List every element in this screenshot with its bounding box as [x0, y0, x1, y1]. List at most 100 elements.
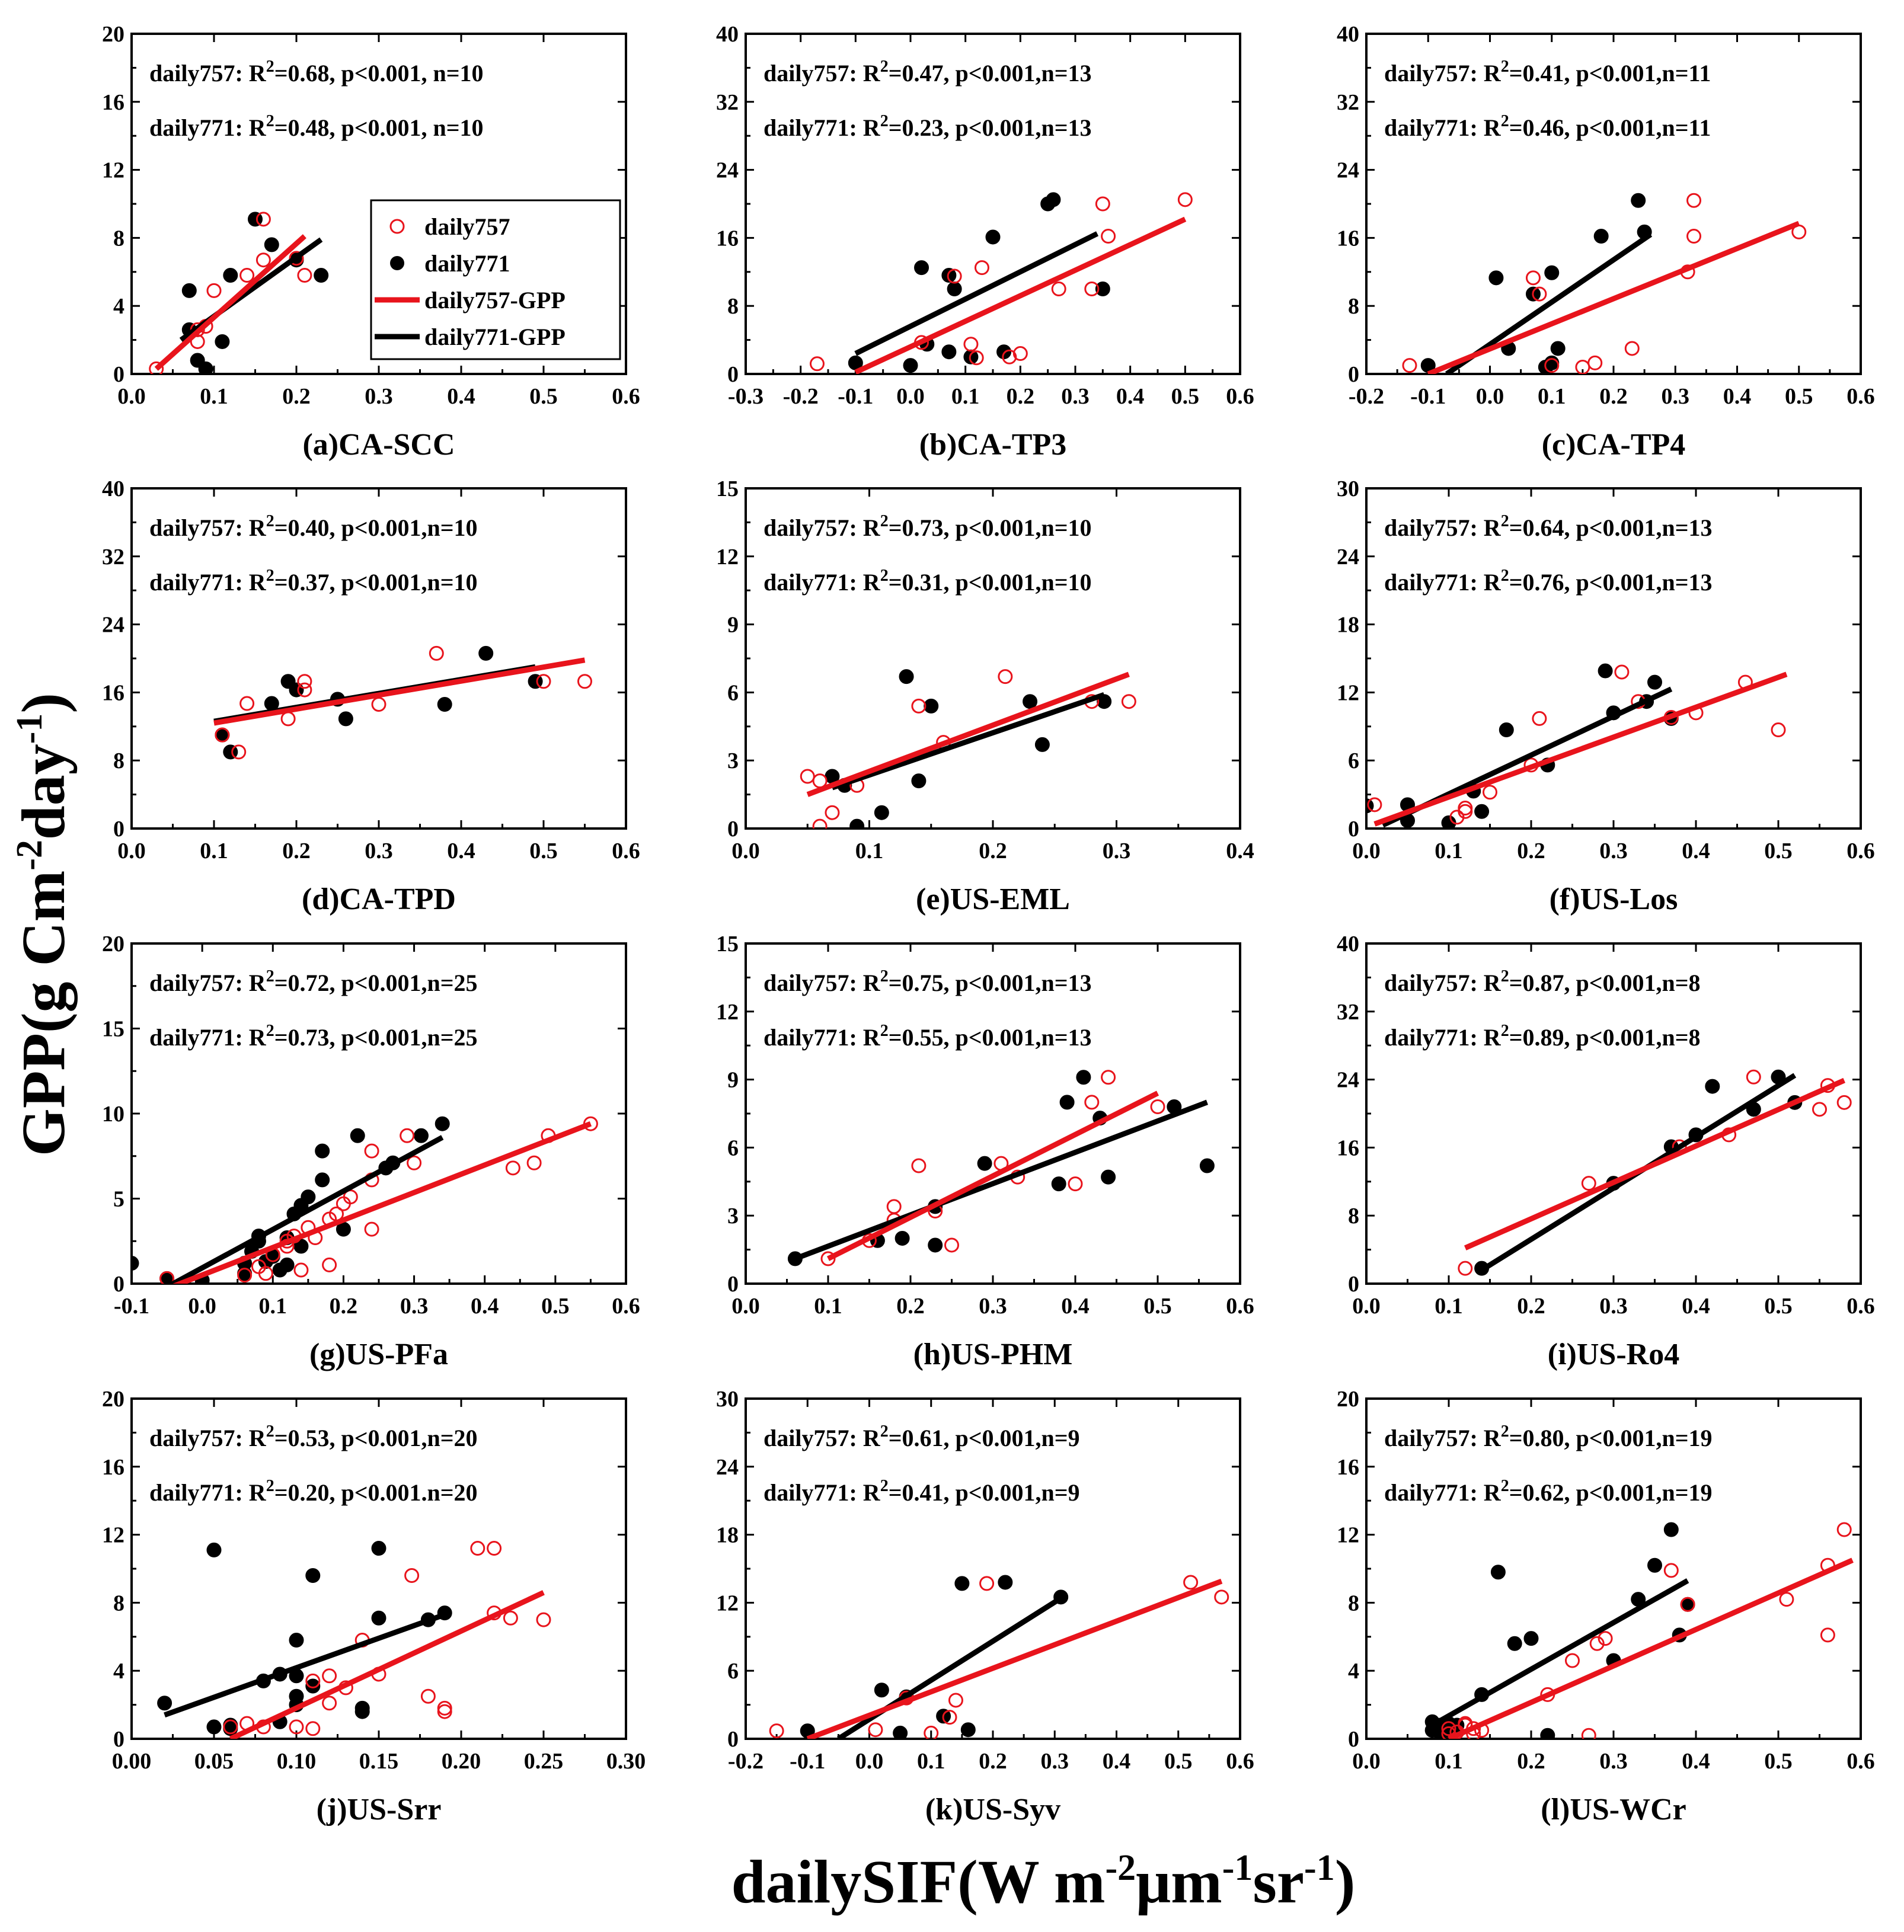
x-tick-label: 0.4: [447, 384, 475, 409]
x-tick-label: 0.1: [1435, 1294, 1463, 1319]
x-tick-label: 0.1: [1435, 839, 1463, 863]
y-tick-label: 24: [716, 1455, 739, 1480]
daily771-point: [1705, 1079, 1720, 1094]
stats-prefix: daily771: R: [763, 1024, 881, 1051]
stats-text: daily757: R2=0.87, p<0.001,n=8: [1384, 967, 1701, 996]
y-tick-label: 16: [1337, 226, 1359, 251]
x-tick-label: -0.1: [790, 1749, 825, 1774]
y-tick-label: 30: [716, 1387, 739, 1412]
daily757-fit-line: [854, 216, 1187, 374]
daily757-point: [1101, 1070, 1116, 1085]
daily771-point: [1199, 1158, 1215, 1173]
daily757-point: [1598, 1631, 1613, 1646]
daily757-point: [1686, 193, 1702, 208]
x-tick-label: 0.3: [1061, 384, 1090, 409]
stats-prefix: daily771: R: [149, 114, 267, 141]
stats-prefix: daily771: R: [1384, 1479, 1502, 1506]
y-tick-label: 8: [113, 226, 124, 251]
stats-superscript: 2: [880, 1477, 889, 1495]
daily771-point: [941, 344, 957, 360]
daily757-point: [1177, 192, 1193, 207]
stats-prefix: daily757: R: [149, 970, 267, 996]
daily757-point: [1101, 229, 1116, 244]
x-tick-label: 0.10: [277, 1749, 317, 1774]
stats-prefix: daily771: R: [1384, 569, 1502, 596]
panel-title: (i)US-Ro4: [1548, 1338, 1679, 1371]
y-tick-label: 8: [1348, 294, 1359, 319]
stats-suffix: =0.41, p<0.001,n=9: [889, 1479, 1080, 1506]
daily757-point: [1746, 1069, 1761, 1085]
y-tick-label: 0: [113, 817, 124, 842]
daily757-point: [911, 1158, 927, 1173]
stats-suffix: =0.53, p<0.001,n=20: [274, 1425, 478, 1451]
daily757-point: [1581, 1728, 1596, 1739]
daily757-point: [969, 350, 984, 366]
daily771-point: [1101, 1169, 1116, 1185]
stats-suffix: =0.46, p<0.001,n=11: [1509, 114, 1711, 141]
x-tick-label: 0.4: [1103, 1749, 1131, 1774]
stats-text: daily757: R2=0.64, p<0.001,n=13: [1384, 512, 1713, 541]
y-tick-label: 30: [1337, 476, 1359, 501]
daily757-point: [1771, 722, 1786, 738]
stats-superscript: 2: [266, 57, 274, 76]
daily757-point: [223, 1719, 238, 1735]
daily757-point: [1441, 1721, 1456, 1736]
daily757-point: [371, 696, 386, 712]
daily771-point: [941, 268, 957, 283]
daily757-point: [1051, 282, 1066, 296]
legend-box: [370, 199, 621, 360]
y-tick-label: 18: [716, 1523, 739, 1548]
y-tick-label: 16: [102, 90, 124, 115]
y-tick-label: 0: [113, 362, 124, 387]
daily757-point: [1820, 1627, 1835, 1643]
stats-text: daily757: R2=0.53, p<0.001,n=20: [149, 1422, 478, 1451]
y-tick-label: 6: [727, 1135, 739, 1160]
daily757-point: [577, 674, 592, 689]
panel-10: -0.2 -0.1 0.0 0.1 0.2 0.3 0.4 0.5 0.6 0 6 12 18 24 30 (…: [716, 1387, 1254, 1827]
daily757-point: [407, 1155, 422, 1170]
daily757-point: [536, 1612, 551, 1627]
x-tick-label: 0.25: [524, 1749, 564, 1774]
daily757-point: [536, 674, 551, 689]
panel-0: 0.0 0.1 0.2 0.3 0.4 0.5 0.6 0 4 8 12 16 20 (a)CA-SCC d…: [102, 22, 640, 462]
x-tick-label: 0.6: [1847, 1294, 1875, 1319]
panel-3: 0.0 0.1 0.2 0.3 0.4 0.5 0.6 0 8 16 24 32 40 (d)CA-TPD…: [102, 476, 640, 916]
x-tick-label: 0.5: [1764, 1294, 1793, 1319]
stats-prefix: daily771: R: [149, 1479, 267, 1506]
stats-suffix: =0.76, p<0.001,n=13: [1509, 569, 1713, 596]
x-tick-label: 0.5: [1171, 384, 1200, 409]
y-tick-label: 0: [1348, 1727, 1359, 1752]
daily771-point: [354, 1700, 370, 1716]
daily771-point: [435, 1116, 450, 1131]
daily757-point: [1532, 711, 1547, 726]
daily757-point: [239, 268, 255, 283]
x-tick-label: 0.1: [814, 1294, 842, 1319]
y-tick-label: 6: [1348, 749, 1359, 773]
daily757-point: [420, 1688, 436, 1704]
x-tick-label: 0.3: [1599, 839, 1628, 863]
daily757-point: [258, 1266, 273, 1281]
y-tick-label: 6: [727, 1659, 739, 1684]
daily757-point: [437, 1700, 452, 1716]
y-tick-label: 12: [1337, 1523, 1359, 1548]
daily757-fit-line: [213, 657, 586, 726]
daily771-point: [849, 818, 865, 829]
daily757-point: [280, 711, 296, 727]
stats-suffix: =0.31, p<0.001,n=10: [889, 569, 1092, 596]
panel-1: -0.3 -0.2 -0.1 0.0 0.1 0.2 0.3 0.4 0.5 0.6 0 8 16 24 3…: [716, 22, 1254, 462]
daily757-point: [526, 1155, 542, 1170]
daily757-point: [974, 260, 989, 276]
x-tick-label: 0.1: [951, 384, 980, 409]
daily757-point: [825, 805, 840, 820]
y-tick-label: 0: [727, 817, 739, 842]
daily771-point: [903, 358, 918, 373]
daily771-point: [314, 268, 329, 283]
x-tick-label: 0.3: [365, 384, 393, 409]
panel-title: (j)US-Srr: [317, 1793, 442, 1827]
legend-label: daily757: [424, 213, 510, 240]
daily757-point: [206, 283, 222, 298]
y-tick-label: 20: [102, 1387, 124, 1412]
x-tick-label: 0.5: [1143, 1294, 1172, 1319]
x-tick-label: 0.1: [855, 839, 884, 863]
x-tick-label: 0.5: [529, 384, 558, 409]
